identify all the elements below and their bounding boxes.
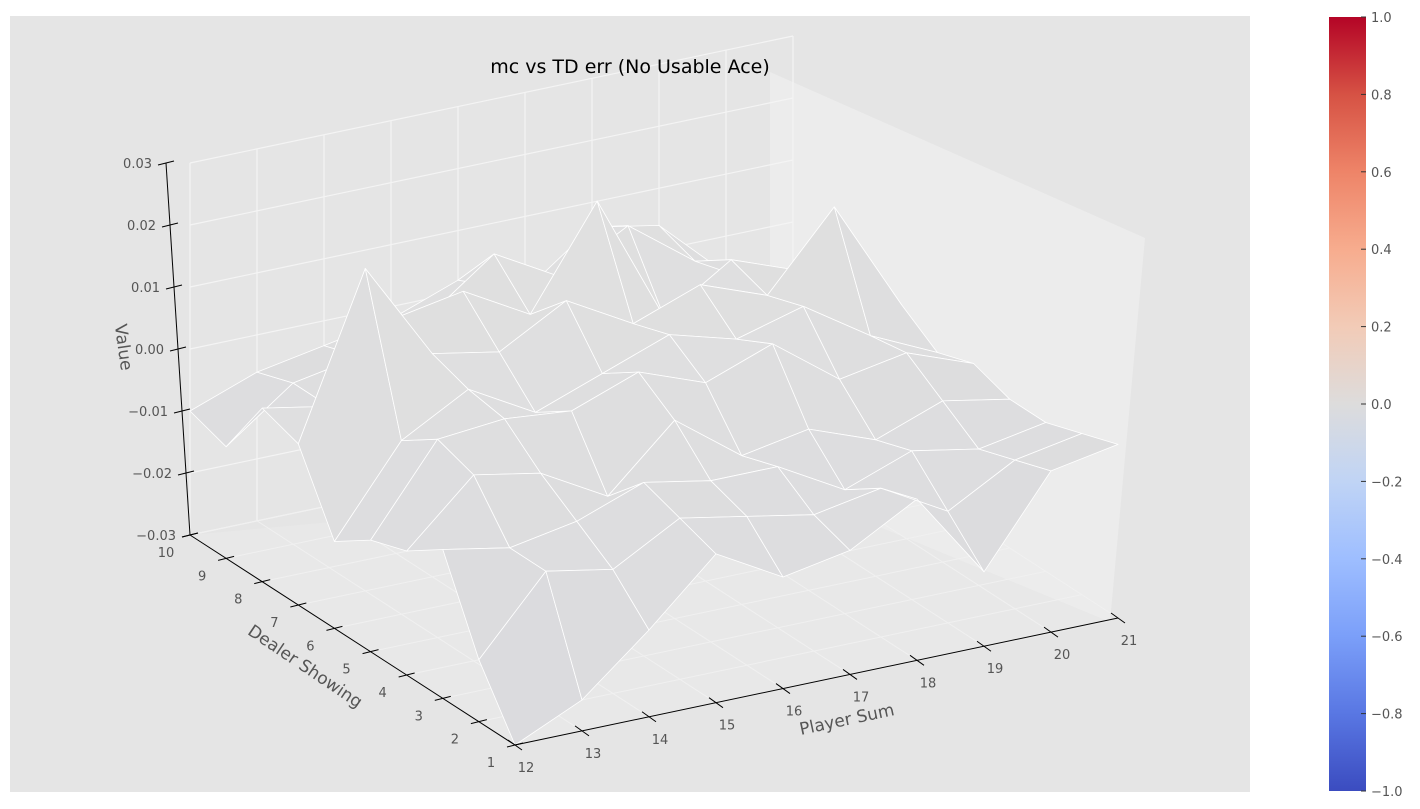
z-tick-mark-3 <box>169 346 187 352</box>
x-tick-label-8: 20 <box>1054 648 1071 663</box>
back-grid-zline-4 <box>189 159 794 288</box>
colorbar-tick-label-10: 1.0 <box>1371 11 1392 26</box>
z-tick-mark-4 <box>165 284 183 290</box>
y-tick-label-2: 3 <box>415 709 423 724</box>
y-tick-mark-1 <box>470 719 488 725</box>
z-tick-mark-5 <box>161 222 179 228</box>
y-tick-label-0: 1 <box>487 756 495 771</box>
x-tick-label-6: 18 <box>920 676 937 691</box>
z-tick-label-5: 0.02 <box>127 219 156 234</box>
z-tick-label-0: −0.03 <box>136 529 176 544</box>
x-tick-label-2: 14 <box>652 733 669 748</box>
y-tick-label-4: 5 <box>342 663 350 678</box>
back-grid-zline-6 <box>189 35 794 164</box>
z-tick-label-4: 0.01 <box>131 281 160 296</box>
x-tick-mark-8 <box>1043 626 1059 638</box>
y-tick-label-9: 10 <box>158 546 175 561</box>
x-tick-label-9: 21 <box>1121 634 1138 649</box>
x-tick-label-0: 12 <box>518 761 535 776</box>
x-tick-mark-1 <box>574 725 590 737</box>
z-tick-mark-2 <box>173 408 191 414</box>
x-axis-line <box>514 617 1119 746</box>
z-tick-label-3: 0.00 <box>135 343 164 358</box>
surface-patch-0-8 <box>1014 433 1119 472</box>
y-axis-line <box>189 534 516 746</box>
colorbar-tick-label-1: −0.8 <box>1371 708 1403 723</box>
y-tick-mark-4 <box>362 649 379 655</box>
x-tick-mark-2 <box>641 711 657 723</box>
y-tick-label-5: 6 <box>306 639 314 654</box>
y-tick-mark-8 <box>217 555 235 561</box>
z-tick-label-6: 0.03 <box>123 157 152 172</box>
y-tick-mark-7 <box>254 579 271 585</box>
x-tick-label-1: 13 <box>585 747 602 762</box>
colorbar-tick-label-6: 0.2 <box>1371 321 1392 336</box>
y-tick-mark-6 <box>290 602 307 608</box>
chart-title: mc vs TD err (No Usable Ace) <box>490 56 770 78</box>
colorbar <box>1329 17 1366 791</box>
colorbar-tick-label-2: −0.6 <box>1371 630 1403 645</box>
y-tick-label-7: 8 <box>234 593 242 608</box>
colorbar-tick-label-0: −1.0 <box>1371 785 1403 800</box>
x-tick-label-3: 15 <box>719 719 736 734</box>
y-tick-mark-2 <box>434 695 451 701</box>
y-tick-label-6: 7 <box>270 616 278 631</box>
z-tick-label-2: −0.01 <box>128 405 168 420</box>
colorbar-ticks: −1.0 −0.8 −0.6 −0.4 −0.2 0.0 0.2 0.4 0.6 0.8 1.0 <box>1361 11 1403 800</box>
colorbar-tick-label-8: 0.6 <box>1371 166 1392 181</box>
x-tick-mark-7 <box>976 640 992 652</box>
x-tick-mark-3 <box>708 697 724 709</box>
y-tick-mark-5 <box>326 625 343 631</box>
y-tick-mark-3 <box>398 672 415 678</box>
colorbar-tick-label-5: 0.0 <box>1371 398 1392 413</box>
z-tick-label-1: −0.02 <box>132 467 172 482</box>
y-tick-mark-9 <box>181 532 199 538</box>
x-tick-label-5: 17 <box>853 690 870 705</box>
colorbar-tick-label-4: −0.2 <box>1371 475 1403 490</box>
value-surface <box>189 200 1119 746</box>
y-tick-label-1: 2 <box>451 733 459 748</box>
z-tick-mark-6 <box>157 160 175 166</box>
back-grid-zline-5 <box>189 97 794 226</box>
x-tick-mark-4 <box>775 683 791 694</box>
x-axis-ticks: 12 13 14 15 16 17 18 19 20 21 <box>507 612 1138 776</box>
colorbar-tick-label-7: 0.4 <box>1371 243 1392 258</box>
x-tick-label-7: 19 <box>987 662 1004 677</box>
x-tick-mark-0 <box>507 739 523 751</box>
x-tick-label-4: 16 <box>786 705 803 720</box>
y-tick-label-3: 4 <box>379 686 387 701</box>
colorbar-tick-label-3: −0.4 <box>1371 553 1403 568</box>
x-tick-mark-6 <box>909 654 925 666</box>
x-tick-mark-5 <box>842 669 858 680</box>
colorbar-tick-label-9: 0.8 <box>1371 88 1392 103</box>
y-tick-label-8: 9 <box>198 569 206 584</box>
x-tick-mark-9 <box>1110 612 1126 624</box>
z-tick-mark-1 <box>177 470 195 476</box>
